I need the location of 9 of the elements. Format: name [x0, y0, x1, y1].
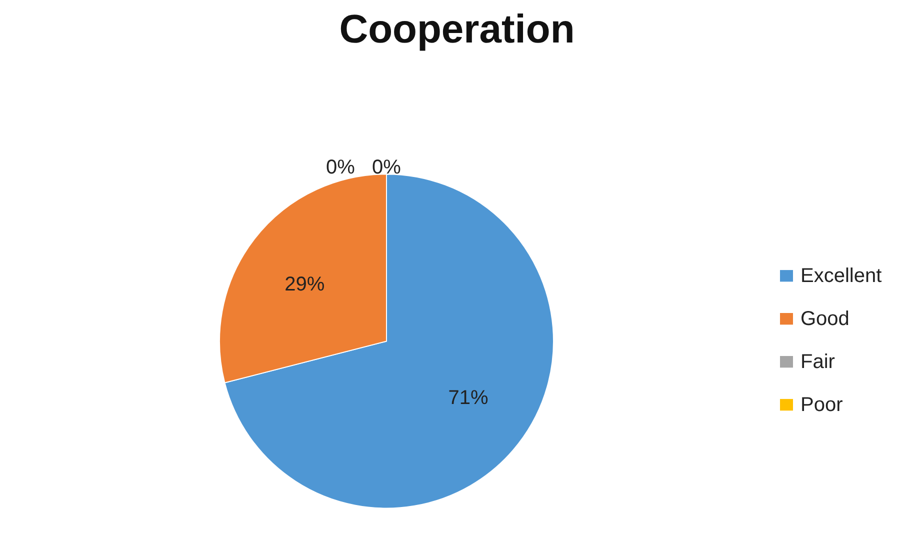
text: 0%	[326, 156, 355, 179]
legend-label: Fair	[800, 350, 836, 373]
data-label: 71%	[448, 387, 489, 410]
legend-label: Good	[800, 308, 850, 330]
legend-label: Excellent	[800, 264, 882, 287]
legend-label: Poor	[800, 394, 844, 416]
data-label: 29%	[284, 273, 325, 296]
text: 0%	[372, 156, 401, 179]
chart-title: Cooperation	[339, 8, 575, 52]
